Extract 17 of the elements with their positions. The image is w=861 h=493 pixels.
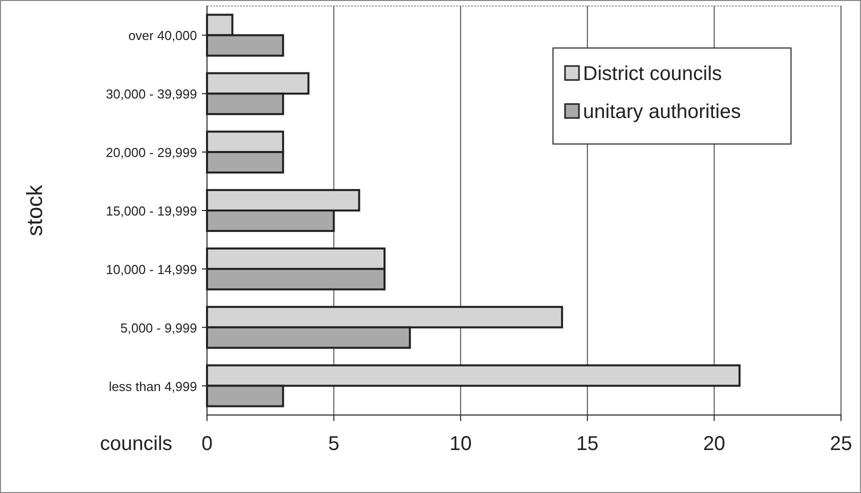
x-tick-label: 10 — [449, 433, 472, 455]
legend-label: District councils — [583, 63, 722, 85]
x-tick-label: 20 — [703, 433, 726, 455]
legend-label: unitary authorities — [583, 101, 741, 123]
x-tick-label: 5 — [328, 433, 340, 455]
x-tick-label: 0 — [201, 433, 213, 455]
y-tick-label: 15,000 - 19,999 — [106, 204, 197, 218]
y-tick-label: 20,000 - 29,999 — [106, 145, 197, 160]
y-axis-title: stock — [22, 184, 47, 236]
x-tick-label: 25 — [830, 433, 852, 455]
y-tick-label: 10,000 - 14,999 — [106, 262, 197, 277]
y-tick-label: 30,000 - 39,999 — [106, 86, 197, 102]
x-tick-label: 15 — [576, 433, 599, 455]
y-tick-label: 5,000 - 9,999 — [120, 320, 197, 336]
y-tick-label: over 40,000 — [128, 28, 197, 44]
y-tick-label: less than 4,999 — [108, 378, 197, 394]
x-axis-title: councils — [100, 433, 172, 455]
